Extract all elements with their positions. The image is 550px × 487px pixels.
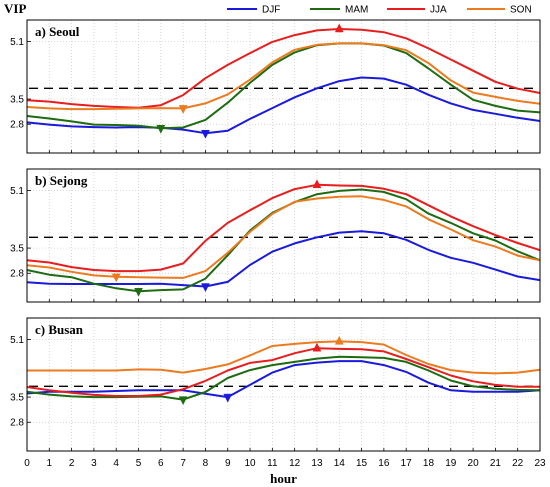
y-tick-label: 5.1 [10,335,24,346]
marker-son [178,105,188,114]
x-tick-label: 13 [311,458,323,469]
panel-3: 2.8 3.5 5.1 c) Busan [10,317,541,452]
legend: DJF MAM JJA SON [227,5,532,16]
legend-label-son: SON [510,5,532,16]
x-axis: 0 1 2 3 4 5 6 7 8 9 10 11 12 13 14 15 16 17 18 19 20 21 22 23 [24,458,546,469]
panel-frame [26,19,541,154]
panel-background [27,318,540,451]
marker-son [334,335,344,345]
marker-son [111,273,121,283]
x-tick-label: 5 [136,458,142,469]
marker-mam [178,396,188,406]
x-tick-label: 14 [334,458,346,469]
x-axis-label: hour [270,471,297,486]
x-tick-label: 15 [356,458,368,469]
marker-djf [201,129,210,139]
panel-title: c) Busan [35,322,84,337]
series-line-jja [26,28,541,109]
y-axis-label: VIP [4,1,26,16]
x-tick-label: 17 [401,458,413,469]
x-tick-label: 21 [490,458,502,469]
marker-jja [312,179,322,189]
series-line-son [26,42,541,111]
y-tick-label: 5.1 [10,186,24,197]
series-line-djf [26,230,541,288]
y-tick-label: 2.8 [10,269,24,280]
x-tick-label: 18 [423,458,435,469]
series-line-mam [26,355,541,401]
marker-jja [334,23,344,33]
y-tick-label: 3.5 [10,393,24,404]
x-tick-label: 22 [512,458,524,469]
x-tick-label: 3 [91,458,97,469]
x-tick-label: 8 [203,458,209,469]
panel-title: b) Sejong [35,173,88,188]
x-tick-label: 20 [468,458,480,469]
panel-2: 2.8 3.5 5.1 b) Sejong [10,168,541,303]
x-tick-label: 10 [244,458,256,469]
panel-background [27,169,540,302]
panel-1: 2.8 3.5 5.1 a) Seoul [10,19,541,154]
y-tick-label: 3.5 [10,244,24,255]
legend-label-djf: DJF [262,5,280,16]
series-line-djf [26,76,541,135]
marker-mam [156,124,166,134]
x-tick-label: 0 [24,458,30,469]
marker-djf [201,283,210,293]
panel-frame [26,317,541,452]
series-line-son [26,195,541,279]
x-tick-label: 16 [378,458,390,469]
x-tick-label: 12 [289,458,301,469]
x-tick-label: 6 [158,458,164,469]
x-tick-label: 2 [69,458,75,469]
legend-label-jja: JJA [430,5,447,16]
marker-jja [312,342,322,352]
y-tick-label: 2.8 [10,120,24,131]
series-line-mam [26,42,541,130]
series-line-son [27,340,541,375]
y-tick-label: 5.1 [10,37,24,48]
x-tick-label: 23 [534,458,546,469]
y-tick-label: 2.8 [10,418,24,429]
panel-title: a) Seoul [35,24,80,39]
marker-mam [134,287,143,297]
x-tick-label: 9 [225,458,231,469]
x-tick-label: 7 [180,458,186,469]
panel-frame [26,168,541,303]
marker-djf [223,393,233,403]
panels: 2.8 3.5 5.1 a) Seoul 2.8 3.5 5.1 b) Sejong 2.8 3.… [10,19,541,452]
x-tick-label: 19 [445,458,457,469]
series-line-jja [26,183,541,273]
series-line-jja [26,347,540,397]
y-tick-label: 3.5 [10,95,24,106]
x-tick-label: 4 [113,458,119,469]
legend-label-mam: MAM [345,5,368,16]
x-tick-label: 11 [267,458,278,469]
series-line-djf [26,360,541,399]
x-tick-label: 1 [47,458,53,469]
